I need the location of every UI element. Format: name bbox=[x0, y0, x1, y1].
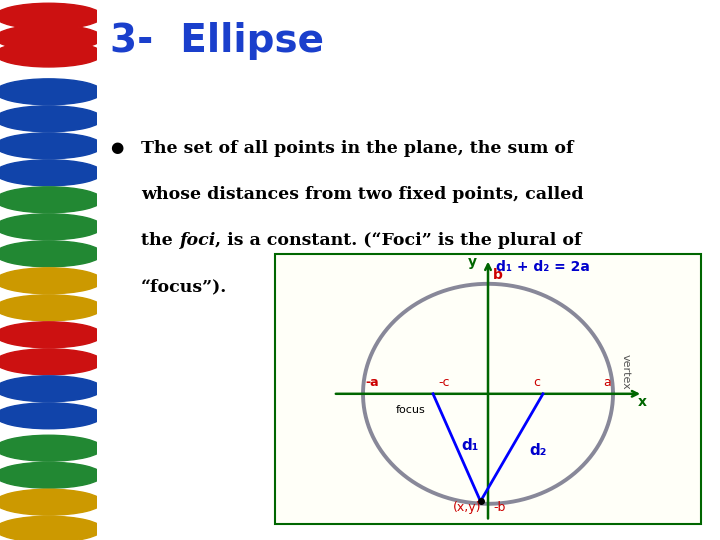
Ellipse shape bbox=[0, 133, 102, 159]
Bar bbox=[275, 254, 701, 524]
Ellipse shape bbox=[0, 435, 102, 461]
Text: d₂: d₂ bbox=[529, 443, 546, 458]
Text: d₁ + d₂ = 2a: d₁ + d₂ = 2a bbox=[495, 260, 590, 274]
Text: ●: ● bbox=[109, 140, 123, 156]
Text: , is a constant. (“Foci” is the plural of: , is a constant. (“Foci” is the plural o… bbox=[215, 232, 582, 249]
Text: 3-  Ellipse: 3- Ellipse bbox=[109, 22, 324, 59]
Text: “focus”).: “focus”). bbox=[141, 278, 227, 295]
Ellipse shape bbox=[0, 322, 102, 348]
Text: (x,y): (x,y) bbox=[453, 501, 482, 514]
Text: c: c bbox=[534, 376, 541, 389]
Text: -b: -b bbox=[493, 501, 505, 514]
Ellipse shape bbox=[0, 187, 102, 213]
Ellipse shape bbox=[0, 376, 102, 402]
Text: vertex: vertex bbox=[621, 354, 631, 389]
Ellipse shape bbox=[0, 241, 102, 267]
Text: a: a bbox=[603, 376, 611, 389]
Text: -a: -a bbox=[366, 376, 379, 389]
Ellipse shape bbox=[0, 489, 102, 515]
Ellipse shape bbox=[0, 349, 102, 375]
Text: -c: -c bbox=[438, 376, 449, 389]
Ellipse shape bbox=[0, 41, 102, 67]
Ellipse shape bbox=[0, 516, 102, 540]
Ellipse shape bbox=[0, 462, 102, 488]
Ellipse shape bbox=[0, 214, 102, 240]
Ellipse shape bbox=[0, 295, 102, 321]
Ellipse shape bbox=[0, 25, 102, 51]
Text: whose distances from two fixed points, called: whose distances from two fixed points, c… bbox=[141, 186, 583, 203]
Text: d₁: d₁ bbox=[462, 438, 479, 453]
Text: x: x bbox=[638, 395, 647, 409]
Text: foci: foci bbox=[179, 232, 215, 249]
Text: y: y bbox=[468, 255, 477, 269]
Ellipse shape bbox=[0, 403, 102, 429]
Ellipse shape bbox=[0, 79, 102, 105]
Text: the: the bbox=[141, 232, 179, 249]
Ellipse shape bbox=[0, 268, 102, 294]
Ellipse shape bbox=[0, 160, 102, 186]
Text: b: b bbox=[493, 268, 503, 282]
Text: The set of all points in the plane, the sum of: The set of all points in the plane, the … bbox=[141, 140, 573, 157]
Ellipse shape bbox=[0, 3, 102, 29]
Ellipse shape bbox=[0, 106, 102, 132]
Text: focus: focus bbox=[396, 405, 426, 415]
